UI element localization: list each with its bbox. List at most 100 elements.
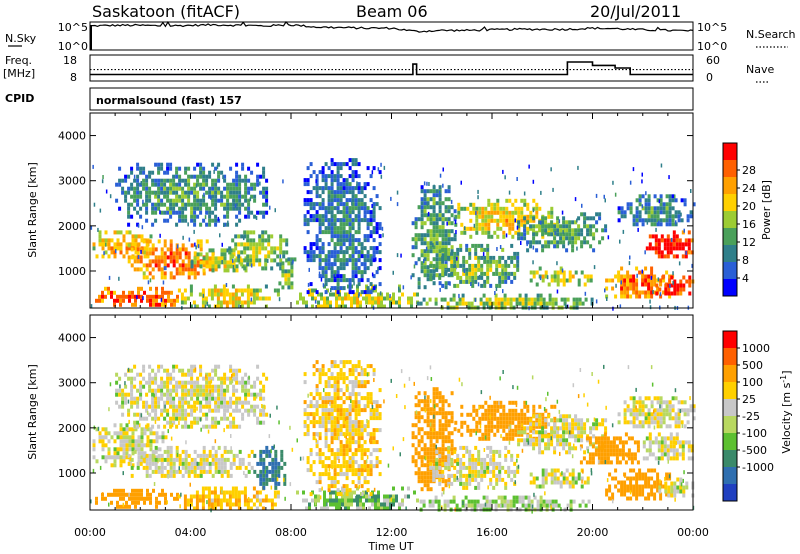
power-cells-cell — [145, 251, 149, 256]
power-cells-cell — [264, 246, 268, 251]
vel-cells-cell — [151, 469, 155, 474]
power-cells-cell — [205, 190, 209, 195]
vel-cells-cell — [134, 443, 138, 448]
vel-cells-cell — [178, 453, 182, 458]
vel-cells-cell — [429, 471, 433, 476]
vel-cells-cell — [119, 423, 123, 428]
power-cells-cell — [323, 304, 326, 309]
power-cells-cell — [324, 270, 328, 275]
vel-cells-cell — [214, 364, 218, 369]
power-cells-cell — [348, 182, 352, 187]
power-cells-cell — [339, 202, 343, 207]
vel-cells-cell — [229, 364, 233, 369]
power-cells-cell — [142, 202, 146, 207]
power-cells-cell — [130, 202, 134, 207]
vel-cells-cell — [259, 457, 263, 462]
power-cells-cell — [315, 218, 319, 223]
power-cells-cell — [175, 247, 179, 252]
power-cells-cell — [305, 300, 308, 305]
power-cells-cell — [423, 257, 427, 262]
vel-cells-cell — [155, 435, 159, 440]
power-cells-cell — [149, 302, 152, 307]
vel-cells-cell — [92, 447, 96, 452]
power-cells-cell — [130, 194, 134, 199]
vel-cells-cell — [247, 400, 251, 405]
vel-cells-cell — [184, 465, 188, 470]
vel-cells-cell — [169, 376, 173, 381]
power-cells-cell — [435, 249, 439, 254]
power-cells-cell — [220, 194, 224, 199]
vel-cells-cell — [234, 502, 238, 507]
vel-cells-cell — [411, 423, 415, 428]
power-cells-cell — [318, 250, 322, 255]
power-cells-cell — [241, 202, 245, 207]
power-cells-cell — [574, 270, 578, 275]
power-cells-cell — [659, 278, 663, 283]
power-cells-cell — [481, 222, 485, 227]
vel-cells-cell — [327, 444, 331, 449]
power-cells-cell — [152, 302, 155, 307]
power-cells-cell — [351, 206, 355, 211]
vel-cells-cell — [330, 428, 334, 433]
vel-cells-cell — [315, 384, 319, 389]
vel-cells-cell — [210, 498, 214, 503]
power-cells-speck — [655, 227, 657, 232]
power-cells-cell — [342, 242, 346, 247]
power-cells-cell — [345, 186, 349, 191]
vel-cells-cell — [324, 412, 328, 417]
power-cells-cell — [517, 210, 521, 215]
vel-cells-cell — [271, 461, 275, 466]
cpid-panel — [89, 87, 694, 111]
vel-cells-cell — [303, 380, 307, 385]
power-cells-cell — [172, 263, 176, 268]
power-cells-cell — [207, 288, 211, 293]
power-cells-cell — [279, 258, 283, 263]
power-cells-cell — [133, 178, 137, 183]
power-cells-cell — [347, 284, 350, 289]
power-cells-cell — [226, 186, 230, 191]
power-cells-speck — [514, 218, 516, 223]
vel-cells-cell — [178, 412, 182, 417]
power-cells-cell — [329, 300, 332, 305]
vel-cells-cell — [148, 457, 152, 462]
power-cells-cell — [155, 286, 158, 291]
vel-cells-cell — [139, 384, 143, 389]
vel-cells-cell — [303, 372, 307, 377]
vel-cells-cell — [417, 439, 421, 444]
power-cells-cell — [493, 210, 497, 215]
power-cells-cell — [432, 233, 436, 238]
power-cells-cell — [131, 234, 135, 239]
power-cells-cell — [190, 243, 194, 248]
vel-cells-cell — [196, 461, 200, 466]
power-cells-cell — [432, 209, 436, 214]
power-cells-cell — [193, 190, 197, 195]
power-cells-cell — [139, 170, 143, 175]
vel-cells-cell — [184, 392, 188, 397]
vel-cells-cell — [115, 392, 119, 397]
vel-cells-cell — [426, 455, 430, 460]
vel-cells-cell — [351, 368, 355, 373]
vel-cells-cell — [217, 364, 221, 369]
power-cells-cell — [261, 266, 265, 271]
vel-cells-cell — [223, 457, 227, 462]
vel-cells-cell — [404, 494, 407, 499]
power-cells-speck — [646, 220, 649, 225]
power-cells-speck — [641, 172, 643, 177]
power-cells-cell — [208, 206, 212, 211]
power-cells-cell — [568, 278, 572, 283]
vel-cells-cell — [274, 449, 278, 454]
vel-cells-cell — [306, 432, 310, 437]
vel-cells-cell — [166, 396, 170, 401]
vel-cells-cell — [377, 506, 380, 511]
power-cells-cell — [345, 198, 349, 203]
vel-cells-cell — [247, 412, 251, 417]
vel-cells-cell — [339, 472, 343, 477]
power-cells-cell — [287, 273, 291, 278]
power-cells-cell — [441, 255, 445, 260]
vel-cells-cell — [444, 411, 448, 416]
power-cells-speck — [614, 192, 617, 197]
power-cells-speck — [439, 173, 442, 178]
power-cells-cell — [136, 251, 140, 256]
power-cells-cell — [193, 218, 197, 223]
vel-cells-cell — [351, 460, 355, 465]
